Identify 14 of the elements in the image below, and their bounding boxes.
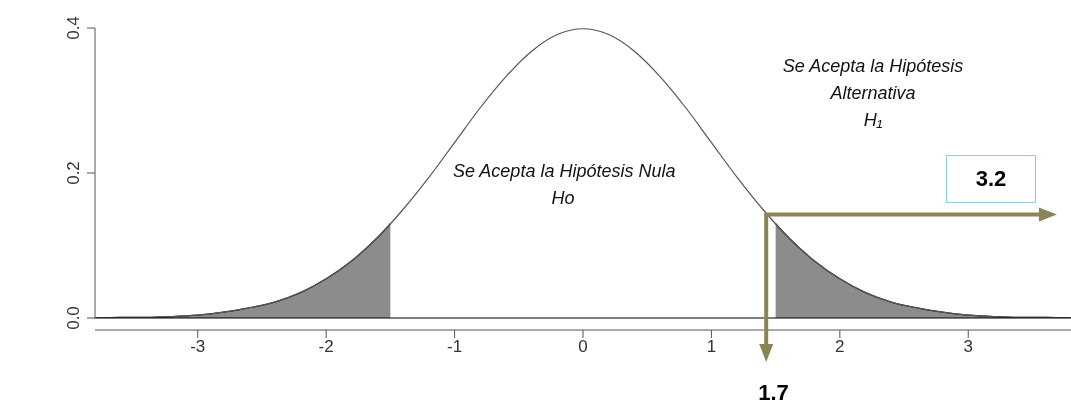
annotation: Se Acepta la Hipótesis Nula Ho xyxy=(453,160,676,210)
x-tick-label: 1 xyxy=(706,337,717,357)
y-tick-label: 0.2 xyxy=(64,161,83,185)
annotation: Se Acepta la Hipótesis Alternativa H₁ xyxy=(781,55,965,132)
x-tick-label: -1 xyxy=(447,337,463,357)
y-tick-label: 0.4 xyxy=(64,16,83,40)
y-tick-label: 0.0 xyxy=(64,306,83,330)
x-tick-label: -3 xyxy=(190,337,206,357)
x-tick-label: 3 xyxy=(963,337,973,357)
x-tick-label: -2 xyxy=(318,337,334,357)
x-tick-label: 2 xyxy=(835,337,845,357)
text: 1.7 xyxy=(758,380,789,403)
x-tick-label: 0 xyxy=(578,337,588,357)
annotation: 3.2 xyxy=(946,155,1036,203)
